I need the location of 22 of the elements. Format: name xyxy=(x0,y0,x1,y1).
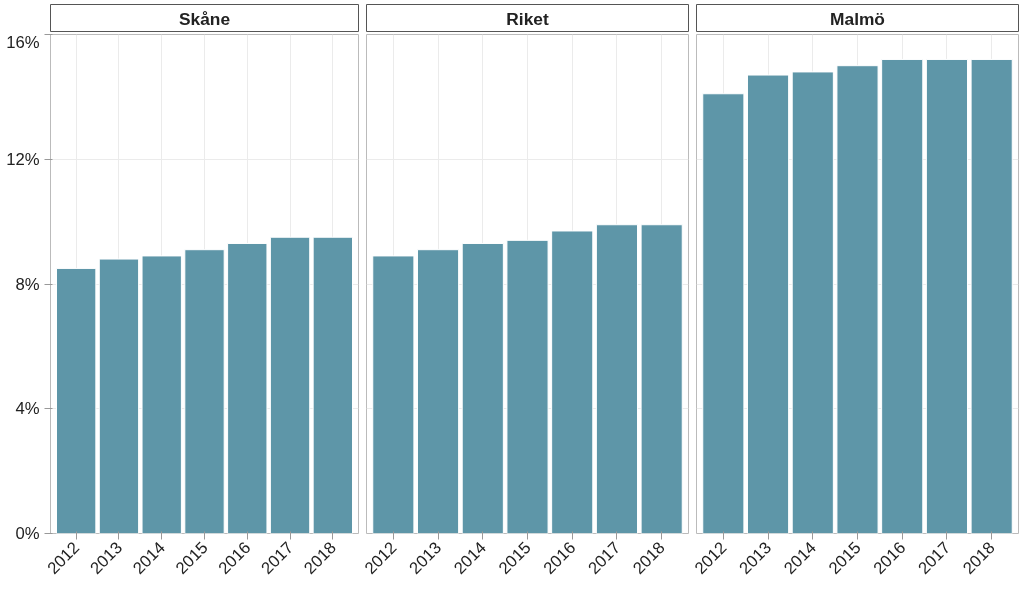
bar xyxy=(184,249,225,534)
chart-title: Malmö xyxy=(830,8,885,29)
y-tick-label: 4% xyxy=(15,399,40,419)
bar xyxy=(269,236,311,534)
bar xyxy=(461,242,504,534)
y-tick-label: 16% xyxy=(6,32,40,52)
bar xyxy=(551,230,594,534)
bar xyxy=(227,242,268,534)
bar xyxy=(98,258,140,534)
bar xyxy=(640,224,683,534)
bar xyxy=(506,239,549,534)
chart-title: Riket xyxy=(506,8,549,29)
bar xyxy=(416,249,460,534)
bar xyxy=(312,236,354,534)
y-tick-label: 8% xyxy=(15,274,40,294)
y-tick-label: 0% xyxy=(15,524,40,543)
bar xyxy=(595,224,639,534)
bar xyxy=(372,255,415,534)
y-tick-label: 12% xyxy=(6,149,40,169)
bar xyxy=(141,255,182,534)
bar xyxy=(55,267,97,534)
chart-title: Skåne xyxy=(178,8,231,29)
